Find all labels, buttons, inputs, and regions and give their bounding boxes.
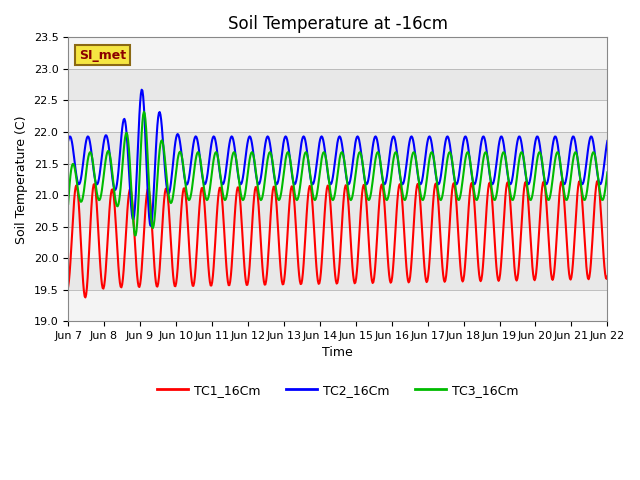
TC2_16Cm [214, 156, 222, 162]
Line: TC3_16Cm: TC3_16Cm [68, 112, 607, 235]
Title: Soil Temperature at -16cm: Soil Temperature at -16cm [228, 15, 448, 33]
TC2_16Cm [138, 87, 145, 93]
Line: TC1_16Cm: TC1_16Cm [68, 181, 607, 298]
Bar [68, 37, 607, 69]
TC2_16Cm [186, 170, 193, 176]
TC3_16Cm [604, 169, 611, 175]
TC3_16Cm [404, 178, 412, 184]
TC1_16Cm [214, 204, 221, 210]
TC2_16Cm [74, 180, 82, 186]
Text: SI_met: SI_met [79, 48, 126, 62]
TC3_16Cm [74, 187, 82, 192]
TC1_16Cm [404, 277, 412, 283]
Line: TC2_16Cm: TC2_16Cm [68, 90, 607, 226]
TC3_16Cm [129, 220, 137, 226]
Bar [68, 289, 607, 321]
TC1_16Cm [604, 274, 611, 279]
TC2_16Cm [64, 138, 72, 144]
TC1_16Cm [185, 240, 193, 245]
TC1_16Cm [64, 284, 72, 289]
TC1_16Cm [420, 253, 428, 259]
TC1_16Cm [594, 178, 602, 184]
TC3_16Cm [420, 193, 428, 199]
TC1_16Cm [74, 191, 82, 196]
TC2_16Cm [604, 138, 611, 144]
X-axis label: Time: Time [323, 347, 353, 360]
TC3_16Cm [64, 201, 72, 207]
TC1_16Cm [131, 227, 138, 232]
Y-axis label: Soil Temperature (C): Soil Temperature (C) [15, 115, 28, 243]
TC3_16Cm [140, 109, 148, 115]
Bar [68, 227, 607, 258]
TC2_16Cm [147, 223, 154, 229]
TC3_16Cm [132, 232, 140, 238]
Legend: TC1_16Cm, TC2_16Cm, TC3_16Cm: TC1_16Cm, TC2_16Cm, TC3_16Cm [152, 379, 524, 402]
Bar [68, 100, 607, 132]
TC1_16Cm [81, 295, 89, 300]
TC2_16Cm [404, 144, 412, 150]
Bar [68, 164, 607, 195]
TC3_16Cm [186, 197, 193, 203]
TC3_16Cm [214, 156, 222, 162]
TC2_16Cm [129, 216, 137, 222]
TC2_16Cm [420, 162, 428, 168]
